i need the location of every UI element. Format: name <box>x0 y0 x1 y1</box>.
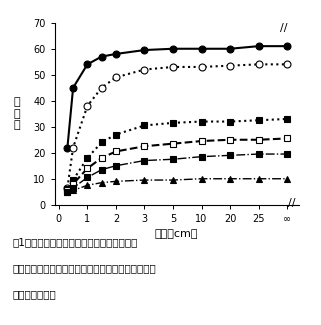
Y-axis label: 光
沢
度: 光 沢 度 <box>13 97 20 130</box>
Text: 図1　円柱の半径と円柱側面の光沢度の関係: 図1 円柱の半径と円柱側面の光沢度の関係 <box>13 237 138 247</box>
X-axis label: 半径（cm）: 半径（cm） <box>155 229 198 239</box>
Text: したもの。: したもの。 <box>13 289 56 299</box>
Text: //: // <box>280 23 288 32</box>
Text: 注）各曲線は、光沢度の違う紙を円柱に巻いて測定: 注）各曲線は、光沢度の違う紙を円柱に巻いて測定 <box>13 263 157 273</box>
Text: //: // <box>288 198 295 208</box>
